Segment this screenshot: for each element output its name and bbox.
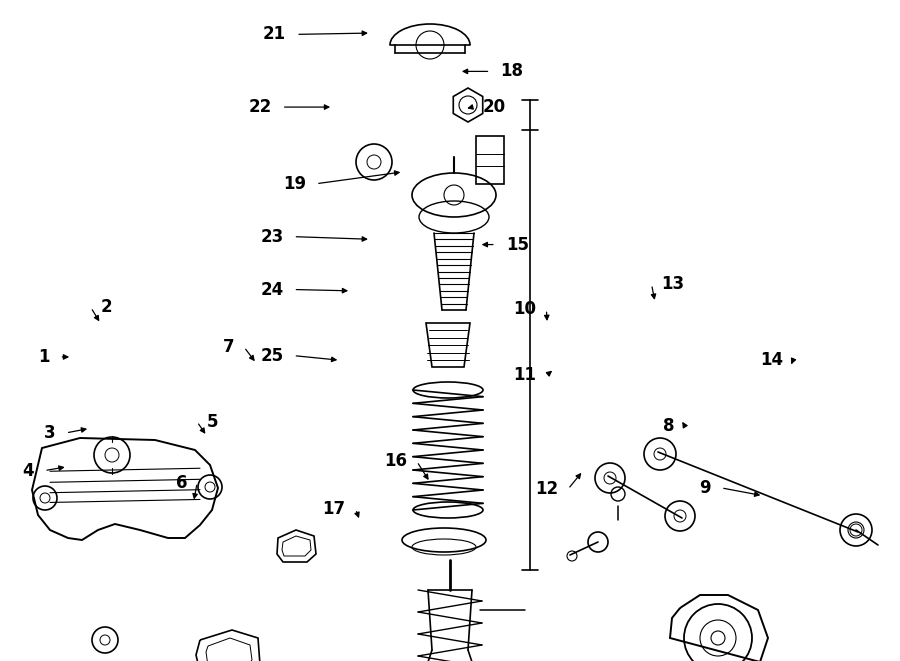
Text: 16: 16 — [383, 452, 407, 471]
Text: 1: 1 — [38, 348, 50, 366]
Text: 3: 3 — [44, 424, 56, 442]
Text: 5: 5 — [207, 412, 219, 431]
Text: 24: 24 — [260, 280, 284, 299]
Text: 20: 20 — [482, 98, 506, 116]
Text: 11: 11 — [513, 366, 536, 385]
Text: 2: 2 — [101, 298, 112, 317]
Text: 13: 13 — [662, 275, 685, 293]
Text: 25: 25 — [260, 346, 284, 365]
Text: 17: 17 — [322, 500, 346, 518]
Text: 8: 8 — [663, 417, 675, 436]
Text: 18: 18 — [500, 62, 524, 81]
Text: 14: 14 — [760, 351, 783, 369]
Text: 7: 7 — [222, 338, 234, 356]
Text: 23: 23 — [260, 227, 284, 246]
Text: 19: 19 — [283, 175, 306, 193]
Text: 12: 12 — [535, 480, 558, 498]
Text: 9: 9 — [699, 479, 711, 497]
Text: 22: 22 — [248, 98, 272, 116]
Text: 4: 4 — [22, 461, 34, 480]
Text: 15: 15 — [506, 235, 529, 254]
Bar — [476, 136, 504, 184]
Text: 10: 10 — [513, 300, 536, 319]
Text: 6: 6 — [176, 473, 187, 492]
Text: 21: 21 — [263, 25, 286, 44]
